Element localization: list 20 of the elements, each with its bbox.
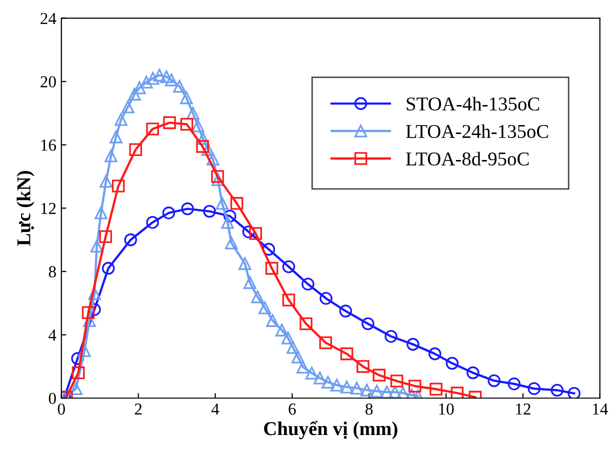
x-tick-label: 10 bbox=[439, 403, 454, 415]
x-tick-label: 12 bbox=[516, 404, 530, 415]
x-tick-label: 2 bbox=[134, 404, 142, 415]
y-tick-label: 24 bbox=[40, 12, 56, 24]
y-axis-title: Lực (kN) bbox=[16, 171, 34, 246]
x-tick-label: 8 bbox=[366, 403, 373, 415]
x-tick-label: 0 bbox=[58, 403, 65, 415]
y-tick-label: 4 bbox=[48, 330, 56, 341]
y-tick-label: 12 bbox=[41, 202, 56, 214]
y-tick-label: 20 bbox=[40, 76, 56, 88]
y-tick-label: 16 bbox=[41, 140, 56, 151]
legend-label: STOA-4h-135oC bbox=[406, 96, 540, 111]
x-tick-label: 6 bbox=[288, 404, 296, 415]
y-tick-label: 8 bbox=[48, 266, 56, 278]
x-axis-title: Chuyển vị (mm) bbox=[264, 420, 398, 440]
legend-label: LTOA-8d-95oC bbox=[406, 152, 529, 166]
y-tick-label: 0 bbox=[48, 392, 56, 404]
x-tick-label: 14 bbox=[593, 404, 608, 415]
legend-label: LTOA-24h-135oC bbox=[406, 124, 548, 138]
x-tick-label: 4 bbox=[211, 404, 220, 415]
